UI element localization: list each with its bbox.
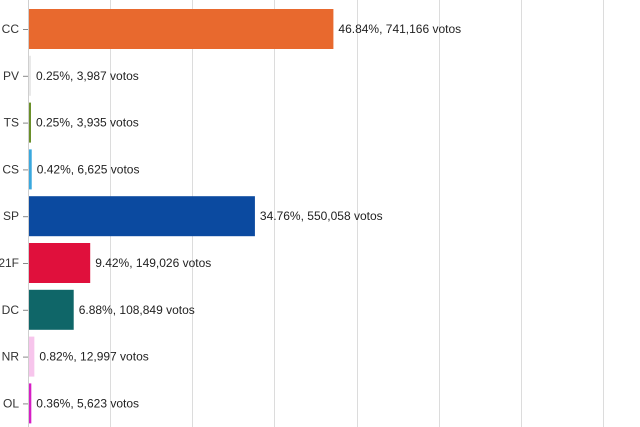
data-label: 34.76%, 550,058 votos <box>260 209 383 223</box>
data-label: 9.42%, 149,026 votos <box>95 256 211 270</box>
bar-cc <box>29 9 334 49</box>
data-label: 0.42%, 6,625 votos <box>37 162 140 176</box>
bar-pv <box>29 55 31 96</box>
bar-21f <box>29 243 91 283</box>
data-label: 0.36%, 5,623 votos <box>36 396 139 410</box>
data-label: 0.82%, 12,997 votos <box>39 350 148 364</box>
category-label: CC <box>2 22 20 36</box>
bar-sp <box>29 196 255 237</box>
data-label: 6.88%, 108,849 votos <box>79 303 195 317</box>
bar-dc <box>29 289 74 330</box>
category-label: PV <box>3 69 19 83</box>
category-label: NR <box>2 350 20 364</box>
bar-cs <box>29 149 32 190</box>
category-label: DC <box>2 303 20 317</box>
category-label: SP <box>3 209 19 223</box>
bar-ol <box>29 383 32 424</box>
bar-nr <box>29 336 35 377</box>
category-label: TS <box>4 116 19 130</box>
data-label: 0.25%, 3,987 votos <box>36 69 139 83</box>
data-label: 0.25%, 3,935 votos <box>36 116 139 130</box>
category-label: OL <box>3 396 19 410</box>
category-label: CS <box>2 162 19 176</box>
category-label: 21F <box>0 256 19 270</box>
data-label: 46.84%, 741,166 votos <box>338 22 461 36</box>
bar-ts <box>29 102 31 143</box>
